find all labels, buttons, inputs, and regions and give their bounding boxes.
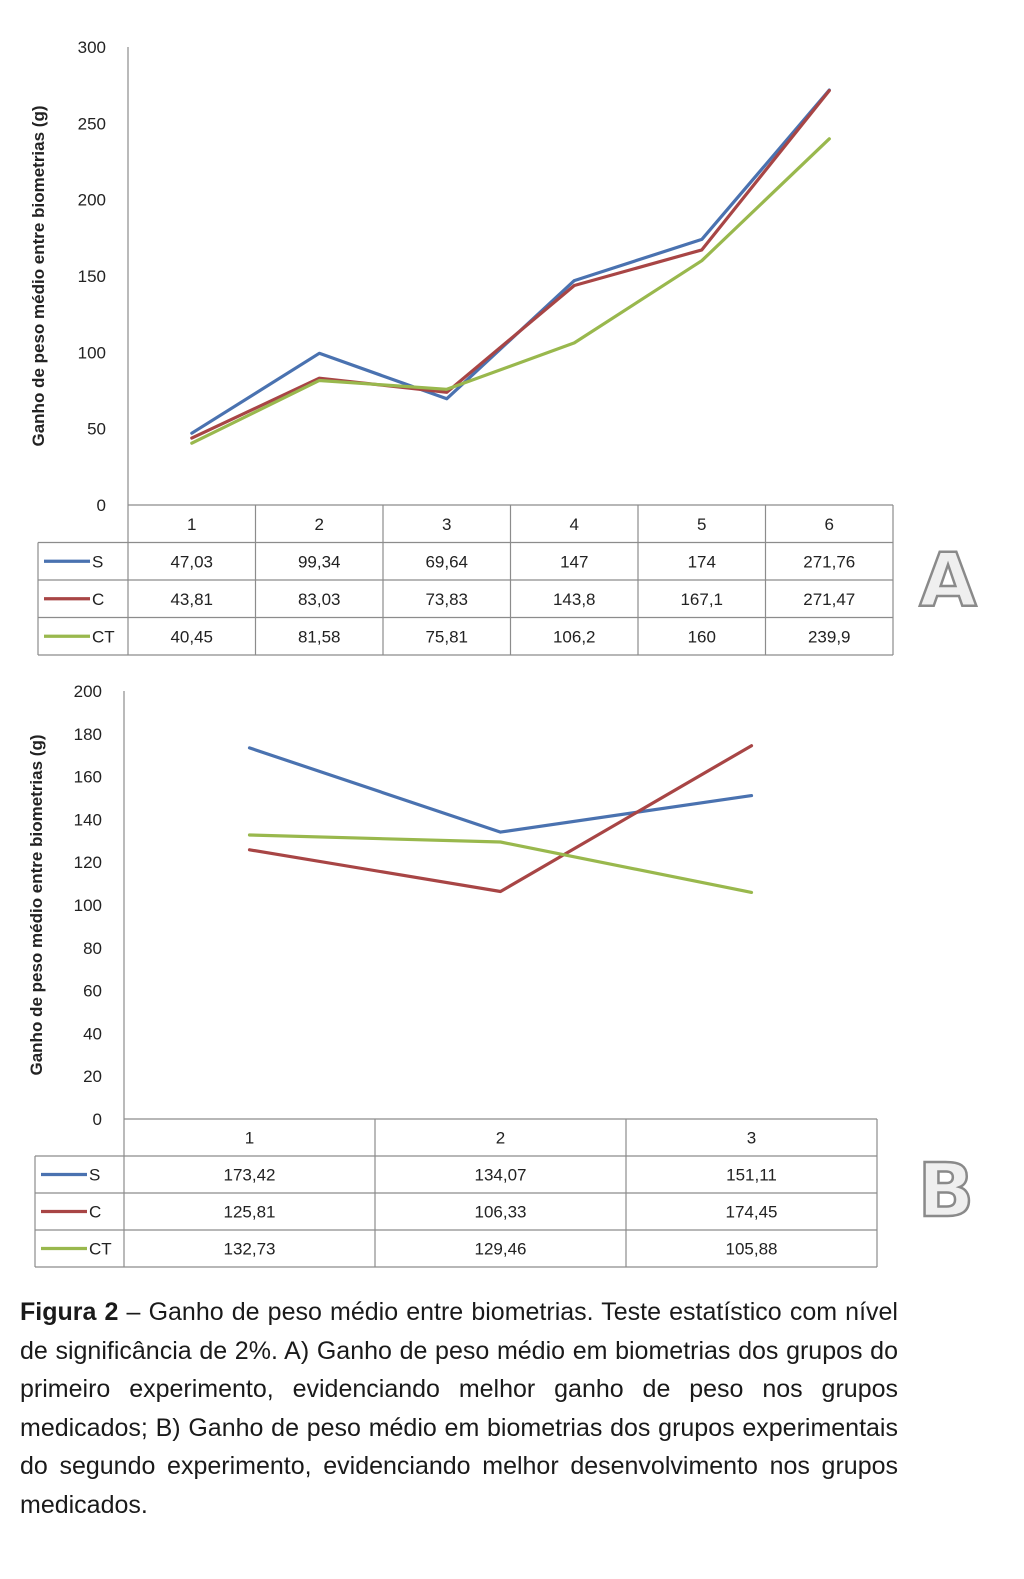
chart-b-data-label-ct: 129,46 [475,1240,527,1259]
chart-b-y-tick-label: 140 [74,810,102,829]
chart-b-y-tick-label: 40 [83,1024,102,1043]
chart-a-x-category-label: 1 [187,515,196,534]
chart-b-data-label-c: 174,45 [726,1203,778,1222]
chart-a-series-c-line [190,88,831,440]
caption-label: Figura 2 [20,1298,119,1326]
chart-a-legend-label-s: S [92,552,103,571]
chart-a-data-label-c: 73,83 [425,590,468,609]
chart-a-data-label-c: 167,1 [680,590,723,609]
chart-a-data-label-c: 83,03 [298,590,341,609]
chart-b-y-tick-label: 80 [83,939,102,958]
chart-b-x-category-label: 3 [747,1129,756,1148]
chart-b-x-category-label: 2 [496,1129,505,1148]
chart-a-x-category-label: 3 [442,515,451,534]
chart-a-y-tick-label: 0 [97,496,106,515]
chart-b-x-category-label: 1 [245,1129,254,1148]
chart-a-data-label-ct: 75,81 [425,627,468,646]
chart-b-legend-label-ct: CT [89,1240,112,1259]
chart-a-data-label-s: 99,34 [298,552,341,571]
chart-b-series-c-line [247,744,754,894]
chart-b-data-label-s: 151,11 [726,1166,777,1185]
chart-a-y-tick-label: 300 [78,38,106,57]
chart-b-series-ct-line [247,833,754,895]
chart-b-panel-letter: B [918,1148,974,1234]
chart-a-y-tick-label: 250 [78,114,106,133]
chart-b-legend-label-s: S [89,1166,100,1185]
chart-b-y-tick-label: 0 [93,1110,102,1129]
chart-a-y-tick-label: 50 [87,420,106,439]
chart-a-y-tick-label: 150 [78,267,106,286]
caption-text: – Ganho de peso médio entre biometrias. … [20,1298,898,1519]
chart-a-panel-letter: A [919,538,976,624]
chart-a-series-ct-line [190,137,831,445]
chart-a-x-category-label: 6 [825,515,834,534]
chart-a-data-label-ct: 106,2 [553,627,596,646]
chart-a-legend-label-c: C [92,590,104,609]
chart-b-data-label-s: 134,07 [475,1166,527,1185]
chart-a-data-label-ct: 239,9 [808,627,851,646]
chart-a-y-axis-title: Ganho de peso médio entre biometrias (g) [29,106,48,447]
chart-b-series-s-line [247,746,754,834]
chart-a-y-tick-label: 100 [78,343,106,362]
chart-b-y-tick-label: 160 [74,768,102,787]
chart-a-y-tick-label: 200 [78,191,106,210]
chart-a-x-category-label: 4 [570,515,579,534]
chart-b-legend-label-c: C [89,1203,101,1222]
chart-b-y-tick-label: 120 [74,853,102,872]
chart-a-data-label-ct: 40,45 [170,627,213,646]
chart-a-data-label-c: 271,47 [803,590,855,609]
chart-b-y-tick-label: 180 [74,725,102,744]
chart-b-y-tick-label: 100 [74,896,102,915]
chart-a-data-label-s: 271,76 [803,552,855,571]
chart-a-data-label-s: 174 [688,552,716,571]
chart-a-legend-label-ct: CT [92,627,115,646]
chart-a-series-s-line [190,88,831,435]
chart-b-data-label-c: 125,81 [224,1203,276,1222]
chart-b-y-tick-label: 60 [83,982,102,1001]
chart-b-data-label-ct: 132,73 [224,1240,276,1259]
chart-b-data-label-c: 106,33 [475,1203,527,1222]
chart-a-x-category-label: 2 [315,515,324,534]
figure-caption: Figura 2 – Ganho de peso médio entre bio… [20,1293,898,1524]
chart-b-y-tick-label: 200 [74,682,102,701]
chart-a-data-label-s: 47,03 [170,552,213,571]
chart-a-data-label-ct: 160 [688,627,716,646]
chart-a-data-label-c: 43,81 [170,590,213,609]
chart-a-data-label-s: 69,64 [425,552,468,571]
chart-b-data-label-ct: 105,88 [726,1240,778,1259]
chart-a-x-category-label: 5 [697,515,706,534]
chart-a-data-label-s: 147 [560,552,588,571]
chart-b-y-tick-label: 20 [83,1067,102,1086]
chart-a-data-label-ct: 81,58 [298,627,341,646]
chart-b-data-label-s: 173,42 [224,1166,276,1185]
chart-a-data-label-c: 143,8 [553,590,596,609]
chart-b-y-axis-title: Ganho de peso médio entre biometrias (g) [27,735,46,1076]
